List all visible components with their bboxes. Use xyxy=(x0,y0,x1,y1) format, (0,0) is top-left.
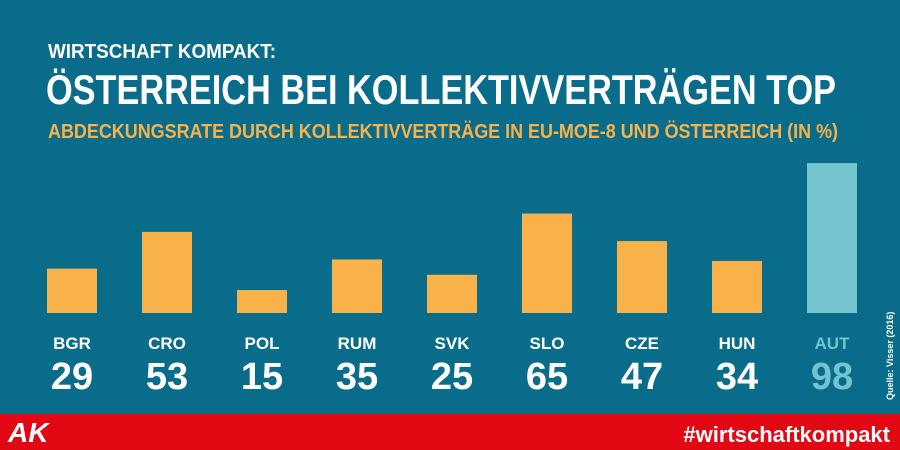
value-label: 25 xyxy=(431,356,473,398)
bar xyxy=(332,259,382,313)
value-label: 15 xyxy=(241,356,283,398)
value-label: 98 xyxy=(811,356,853,398)
value-label: 29 xyxy=(51,356,93,398)
bar xyxy=(807,163,857,313)
value-label: 35 xyxy=(336,356,378,398)
category-label: CRO xyxy=(148,334,186,353)
category-label: SVK xyxy=(435,334,471,353)
subtitle: ABDECKUNGSRATE DURCH KOLLEKTIVVERTRÄGE I… xyxy=(48,120,838,143)
bar xyxy=(427,274,477,313)
bar xyxy=(142,231,192,313)
category-label: SLO xyxy=(530,334,565,353)
value-label: 34 xyxy=(716,356,758,398)
bar xyxy=(712,260,762,313)
supertitle: WIRTSCHAFT KOMPAKT: xyxy=(48,41,276,63)
category-label: HUN xyxy=(719,334,756,353)
category-label: CZE xyxy=(625,334,659,353)
value-label: 47 xyxy=(621,356,663,398)
bar xyxy=(47,268,97,313)
hashtag: #wirtschaftkompakt xyxy=(683,422,890,447)
category-label: AUT xyxy=(815,334,851,353)
chart-title: ÖSTERREICH BEI KOLLEKTIVVERTRÄGEN TOP xyxy=(46,66,836,113)
source: Quelle: Visser (2016) xyxy=(885,312,895,400)
value-label: 65 xyxy=(526,356,568,398)
footer-bar xyxy=(0,414,900,450)
category-label: BGR xyxy=(53,334,91,353)
background xyxy=(0,0,900,414)
bar xyxy=(617,241,667,313)
logo: AK xyxy=(7,417,50,448)
bar xyxy=(522,213,572,313)
value-label: 53 xyxy=(146,356,188,398)
category-label: RUM xyxy=(338,334,377,353)
category-label: POL xyxy=(245,334,280,353)
bar xyxy=(237,290,287,313)
